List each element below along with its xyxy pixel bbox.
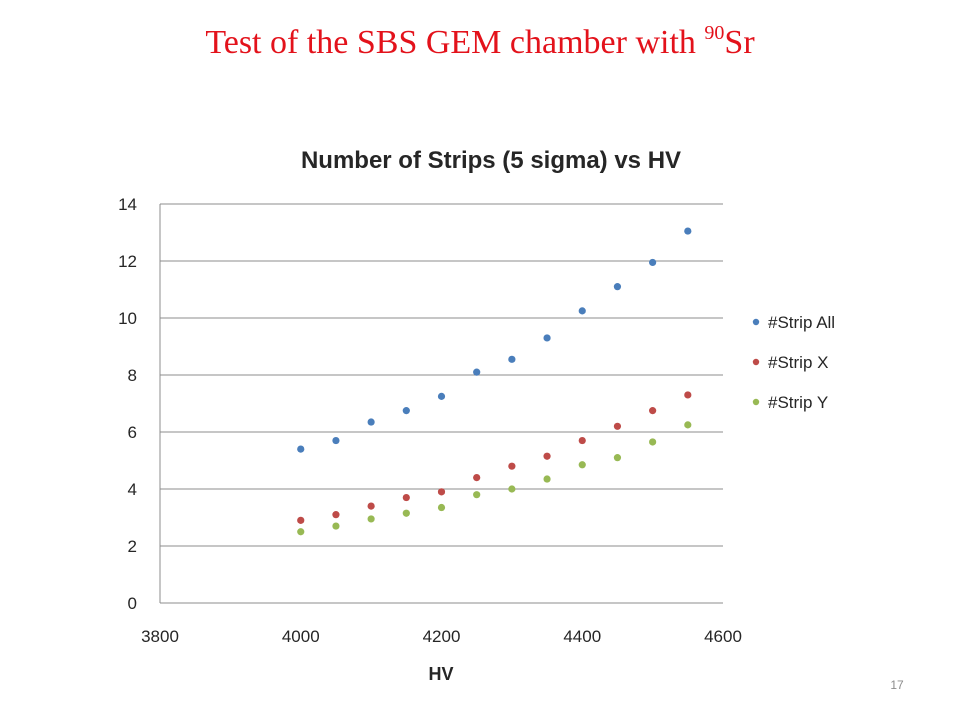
data-point xyxy=(473,474,481,482)
data-point xyxy=(613,422,622,430)
legend-label: #Strip X xyxy=(768,353,828,372)
x-tick-label: 4200 xyxy=(423,627,461,646)
slide-title-superscript: 90 xyxy=(704,22,725,44)
data-point xyxy=(508,355,516,363)
page-number: 17 xyxy=(890,678,904,692)
y-tick-label: 10 xyxy=(118,309,137,328)
x-tick-label: 4400 xyxy=(563,627,601,646)
data-point xyxy=(649,438,657,446)
data-point xyxy=(684,227,692,235)
data-point xyxy=(684,391,692,399)
data-point xyxy=(332,436,340,445)
data-point xyxy=(578,461,586,469)
x-tick-label: 4000 xyxy=(282,627,320,646)
y-tick-label: 8 xyxy=(128,366,137,385)
y-tick-label: 0 xyxy=(128,594,137,613)
data-point xyxy=(684,421,692,429)
legend-label: #Strip Y xyxy=(768,393,828,412)
legend-marker xyxy=(752,358,760,366)
legend-marker xyxy=(752,398,760,406)
legend-label: #Strip All xyxy=(768,313,835,332)
data-point xyxy=(297,528,305,536)
y-tick-label: 6 xyxy=(128,423,137,442)
slide-title: Test of the SBS GEM chamber with 90Sr xyxy=(0,22,960,62)
data-point xyxy=(297,445,305,453)
slide-title-main: Test of the SBS GEM chamber with xyxy=(205,24,705,61)
legend-marker xyxy=(752,318,760,326)
data-point xyxy=(543,452,551,460)
y-tick-label: 12 xyxy=(118,252,137,271)
y-tick-label: 14 xyxy=(118,195,137,214)
chart-title: Number of Strips (5 sigma) vs HV xyxy=(301,147,681,174)
data-point xyxy=(402,493,410,502)
data-point xyxy=(473,368,481,376)
data-point xyxy=(613,283,622,291)
data-point xyxy=(402,407,410,415)
data-point xyxy=(297,516,305,524)
data-point xyxy=(543,475,551,483)
data-point xyxy=(473,491,481,499)
data-point xyxy=(437,392,446,400)
data-point xyxy=(367,502,375,510)
data-point xyxy=(578,307,586,315)
y-tick-label: 2 xyxy=(128,537,137,556)
data-point xyxy=(543,334,551,342)
x-tick-label: 3800 xyxy=(141,627,179,646)
data-point xyxy=(367,418,375,426)
x-tick-label: 4600 xyxy=(704,627,742,646)
data-point xyxy=(402,509,410,517)
slide-title-tail: Sr xyxy=(724,24,755,61)
data-point xyxy=(508,485,516,493)
data-point xyxy=(332,522,340,530)
data-point xyxy=(367,515,375,523)
data-point xyxy=(649,258,657,267)
data-point xyxy=(508,462,516,470)
data-point xyxy=(332,511,340,519)
data-point xyxy=(649,407,657,415)
data-point xyxy=(613,454,622,462)
data-point xyxy=(437,503,446,512)
data-point xyxy=(437,488,446,496)
y-tick-label: 4 xyxy=(128,480,137,499)
x-axis-label: HV xyxy=(428,664,453,684)
data-point xyxy=(578,436,586,445)
